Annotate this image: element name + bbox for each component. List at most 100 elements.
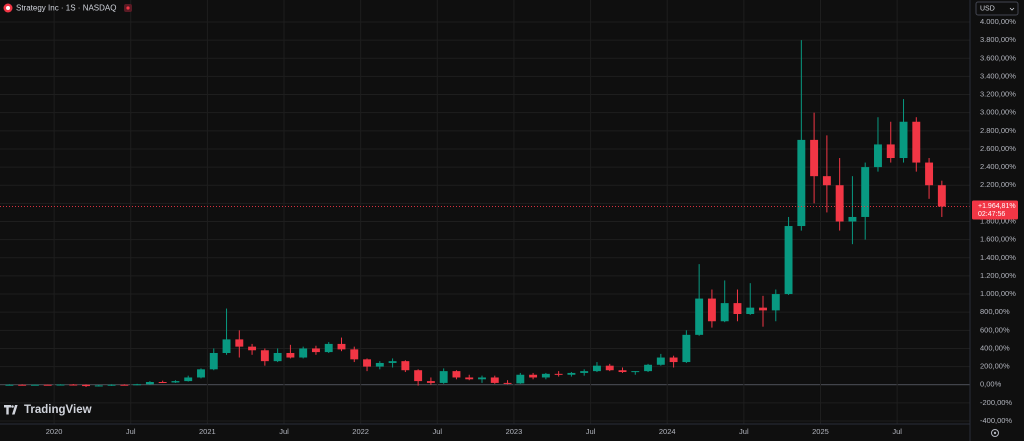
- candle: [746, 283, 755, 315]
- y-tick-label: 4.000,00%: [980, 17, 1016, 26]
- candle: [490, 375, 499, 384]
- candle-body: [299, 348, 308, 358]
- candle: [273, 348, 282, 363]
- candle-body: [171, 381, 180, 383]
- candle: [426, 377, 435, 385]
- watermark: TradingView: [24, 404, 92, 416]
- y-tick-label: 1.600,00%: [980, 235, 1016, 244]
- candle-body: [554, 373, 563, 375]
- candle: [197, 368, 205, 379]
- candle: [158, 380, 167, 384]
- plot-area: [0, 40, 970, 387]
- candle-body: [567, 372, 576, 375]
- candle: [529, 372, 538, 380]
- candle-body: [822, 176, 831, 186]
- candle: [925, 158, 934, 199]
- settings-icon-center: [993, 431, 997, 435]
- candle-body: [848, 216, 857, 222]
- candle: [848, 176, 857, 245]
- candle-body: [43, 384, 52, 386]
- candle: [810, 112, 819, 204]
- candle: [145, 381, 154, 385]
- y-tick-label: 2.400,00%: [980, 162, 1016, 171]
- candle-body: [133, 384, 142, 386]
- candle-body: [503, 382, 512, 384]
- candle: [682, 330, 691, 363]
- candle: [30, 384, 39, 386]
- candle-body: [605, 365, 614, 371]
- candle-body: [107, 384, 116, 386]
- candle: [580, 369, 589, 376]
- candle: [82, 384, 90, 387]
- y-tick-label: 1.400,00%: [980, 253, 1016, 262]
- candle: [414, 369, 423, 386]
- candle: [567, 372, 576, 377]
- candle-body: [861, 167, 870, 217]
- candle: [222, 308, 231, 355]
- candle-body: [426, 381, 435, 383]
- candle: [5, 384, 14, 386]
- candle: [899, 99, 908, 163]
- candle-body: [771, 294, 780, 311]
- y-tick-label: 1.200,00%: [980, 271, 1016, 280]
- candle: [375, 361, 384, 370]
- candle-body: [375, 362, 384, 367]
- candle: [235, 330, 244, 358]
- candle-body: [197, 369, 205, 378]
- candle: [797, 40, 806, 231]
- candle: [209, 348, 218, 371]
- x-tick-label: 2022: [352, 427, 369, 436]
- candle-body: [439, 371, 448, 383]
- candle-body: [644, 364, 653, 372]
- logo-dot: [11, 405, 14, 408]
- candle-body: [414, 370, 423, 382]
- x-tick-label: Jul: [126, 427, 136, 436]
- settings-button[interactable]: [991, 429, 999, 437]
- x-tick-label: Jul: [279, 427, 289, 436]
- candle-body: [656, 357, 665, 365]
- candle: [720, 280, 729, 323]
- y-tick-label: 2.800,00%: [980, 126, 1016, 135]
- candle: [874, 117, 882, 172]
- candle: [401, 360, 410, 373]
- candle: [937, 180, 946, 217]
- candle-body: [452, 371, 461, 378]
- y-tick-label: 600,00%: [980, 325, 1010, 334]
- candle-body: [286, 352, 295, 358]
- y-tick-label: 1.800,00%: [980, 216, 1016, 225]
- candle-body: [695, 298, 704, 335]
- candle: [912, 117, 921, 172]
- symbol-icon-dot: [6, 6, 10, 10]
- candle-body: [69, 384, 78, 386]
- y-tick-label: 2.600,00%: [980, 144, 1016, 153]
- candle-body: [18, 384, 27, 386]
- candle-body: [120, 384, 129, 386]
- candle-body: [363, 359, 371, 367]
- candle-body: [82, 384, 90, 387]
- last-price-badge: [972, 200, 1018, 220]
- candle: [759, 295, 767, 327]
- candle: [465, 374, 474, 381]
- symbol-title[interactable]: Strategy Inc · 1S · NASDAQ: [16, 4, 116, 13]
- candle: [835, 158, 844, 231]
- candle-body: [5, 384, 14, 386]
- candle: [784, 216, 793, 295]
- candle: [695, 264, 704, 336]
- candle-body: [925, 162, 934, 186]
- logo: [3, 405, 18, 415]
- candle: [56, 384, 65, 386]
- candle-body: [311, 348, 320, 353]
- last-price-label: +1.964,81%: [978, 203, 1016, 210]
- x-tick-label: 2023: [506, 427, 523, 436]
- candle-body: [631, 371, 640, 373]
- candle-body: [516, 374, 525, 384]
- candle: [656, 353, 665, 366]
- candle: [120, 384, 129, 386]
- currency-dropdown[interactable]: [975, 1, 1019, 16]
- candle-body: [209, 352, 218, 370]
- candle: [18, 384, 27, 386]
- x-tick-label: Jul: [892, 427, 902, 436]
- candle: [503, 380, 512, 385]
